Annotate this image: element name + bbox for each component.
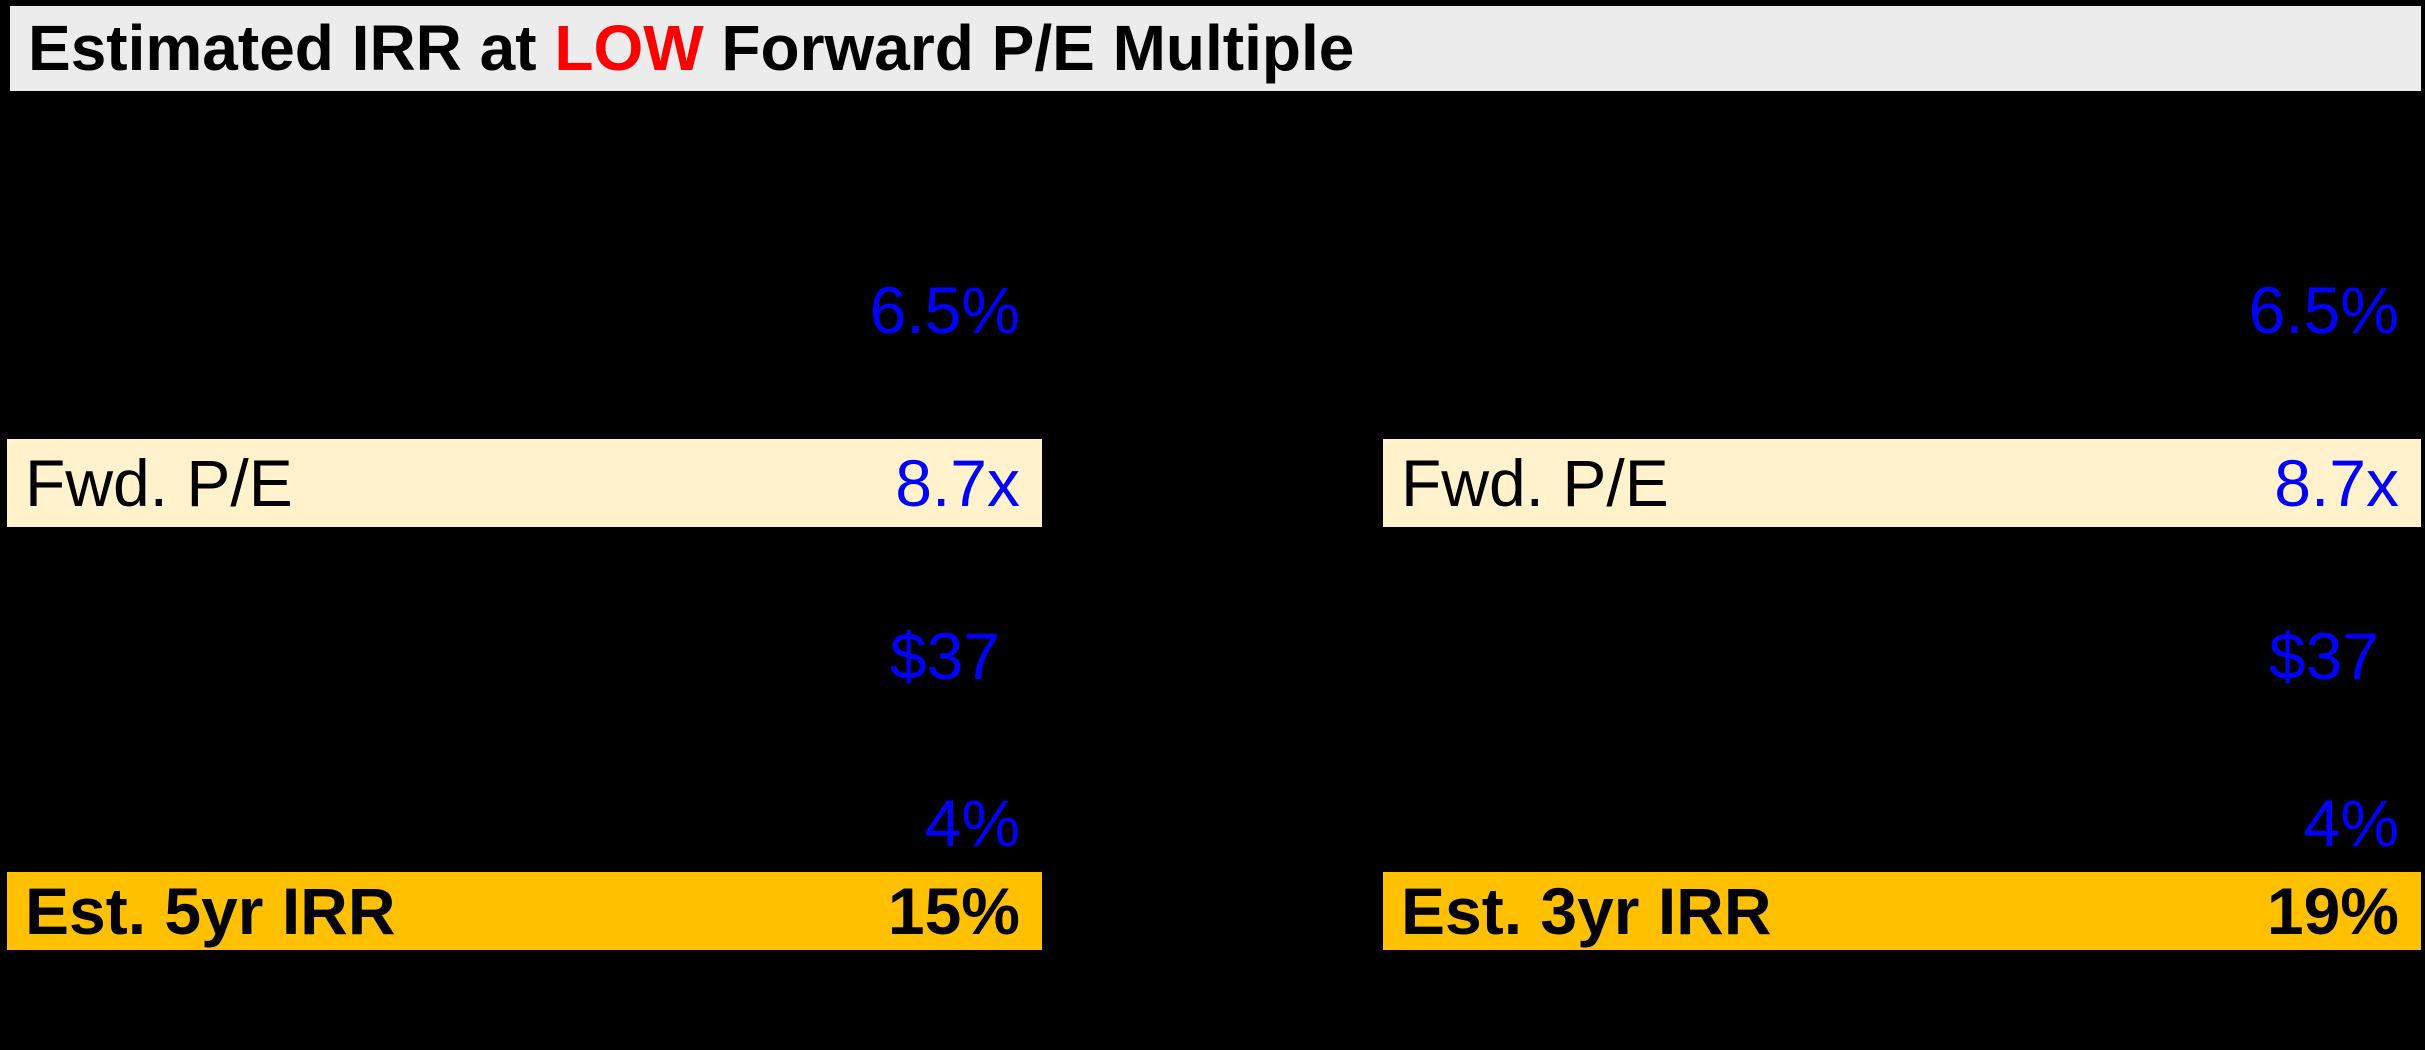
fwd-pe-value[interactable]: 8.7x: [895, 446, 1020, 520]
fwd-pe-label: Fwd. P/E: [1401, 446, 1669, 520]
cell-dividend-yield-value[interactable]: 6.5%: [869, 273, 1020, 347]
cell-price-value[interactable]: $37: [2268, 619, 2379, 693]
result-row-5yr-irr[interactable]: Est. 5yr IRR 15%: [7, 872, 1042, 950]
est-3yr-irr-value[interactable]: 19%: [2266, 874, 2399, 948]
input-row-fwd-pe[interactable]: Fwd. P/E 8.7x: [7, 439, 1042, 527]
title-banner: Estimated IRR at LOW Forward P/E Multipl…: [10, 6, 2421, 91]
title-highlight-low: LOW: [554, 12, 704, 84]
panel-5yr-irr: 6.5% Fwd. P/E 8.7x $37 4% Est. 5yr IRR 1…: [7, 0, 1042, 1050]
result-row-3yr-irr[interactable]: Est. 3yr IRR 19%: [1383, 872, 2421, 950]
title-suffix: Forward P/E Multiple: [703, 12, 1355, 84]
est-5yr-irr-label: Est. 5yr IRR: [25, 874, 396, 948]
est-3yr-irr-label: Est. 3yr IRR: [1401, 874, 1772, 948]
est-5yr-irr-value[interactable]: 15%: [887, 874, 1020, 948]
fwd-pe-label: Fwd. P/E: [25, 446, 293, 520]
fwd-pe-value[interactable]: 8.7x: [2274, 446, 2399, 520]
title-prefix: Estimated IRR at: [28, 12, 555, 84]
cell-price-value[interactable]: $37: [889, 619, 1000, 693]
cell-dividend-yield-value[interactable]: 6.5%: [2248, 273, 2399, 347]
cell-growth-value[interactable]: 4%: [924, 786, 1020, 860]
input-row-fwd-pe[interactable]: Fwd. P/E 8.7x: [1383, 439, 2421, 527]
panel-3yr-irr: 6.5% Fwd. P/E 8.7x $37 4% Est. 3yr IRR 1…: [1383, 0, 2421, 1050]
cell-growth-value[interactable]: 4%: [2303, 786, 2399, 860]
